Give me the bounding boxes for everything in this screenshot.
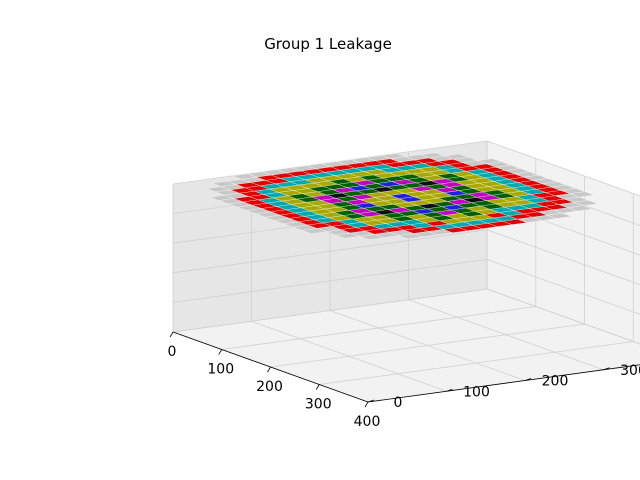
x-tick-label: 0: [168, 344, 177, 360]
surface-cell: [573, 200, 598, 206]
tick-mark: [218, 349, 223, 355]
surface-cell: [547, 212, 572, 219]
surface-cell: [569, 191, 595, 198]
tick-mark: [603, 367, 610, 371]
tick-mark: [315, 384, 320, 390]
grid-line: [486, 229, 640, 286]
tick-mark: [169, 331, 174, 338]
grid-line: [329, 310, 526, 381]
grid-line: [486, 259, 640, 315]
tick-labels: 010020030040001002003004000.0000-0.0001-…: [168, 331, 640, 430]
surface-plot: [206, 152, 598, 240]
tick-mark: [364, 401, 369, 408]
y-tick-label: 300: [620, 363, 640, 379]
grid-line: [486, 288, 640, 345]
grid-line: [251, 320, 447, 392]
surface-cell: [567, 205, 593, 212]
x-tick-label: 300: [305, 397, 332, 413]
grid-line: [172, 259, 488, 303]
tick-mark: [267, 366, 271, 373]
y-tick-label: 200: [542, 374, 569, 390]
y-tick-label: 0: [394, 395, 403, 411]
tick-mark: [446, 388, 453, 392]
grid-line: [172, 229, 488, 274]
tick-mark: [367, 399, 375, 403]
x-tick-label: 400: [354, 414, 381, 430]
y-tick-label: 100: [463, 384, 490, 400]
tick-mark: [524, 378, 532, 381]
grid-line: [408, 299, 604, 371]
grid-line: [486, 140, 640, 197]
chart-title: Group 1 Leakage: [264, 35, 392, 53]
x-tick-label: 100: [207, 362, 234, 378]
x-tick-label: 200: [256, 379, 283, 395]
grid-line: [172, 288, 488, 333]
